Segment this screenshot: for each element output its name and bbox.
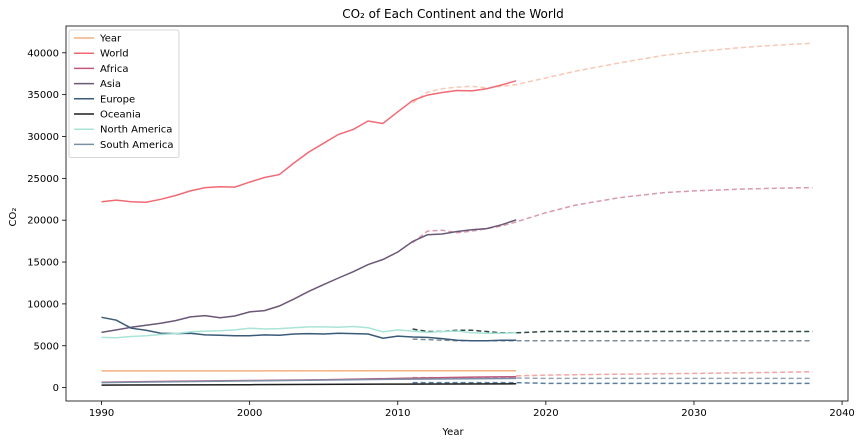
legend-label-europe: Europe <box>100 94 135 105</box>
plot-frame <box>65 25 849 402</box>
forecast-line <box>412 338 813 342</box>
plot-series <box>101 42 813 386</box>
y-tick-label: 25000 <box>27 174 59 185</box>
y-axis: 0 5000 10000 15000 20000 25000 30000 35000 40000 <box>27 48 66 394</box>
series-line-world <box>101 80 517 203</box>
legend-label-asia: Asia <box>100 79 121 90</box>
forecast-line <box>412 42 813 104</box>
forecast-line <box>412 186 813 244</box>
y-tick-label: 20000 <box>27 216 59 227</box>
legend-label-africa: Africa <box>100 64 129 75</box>
series-line-oceania <box>101 383 517 386</box>
x-axis: 1990 2000 2010 2020 2030 2040 <box>89 401 855 419</box>
x-tick-label: 2030 <box>681 408 706 419</box>
y-tick-label: 5000 <box>34 341 59 352</box>
legend-label-south-america: South America <box>100 140 174 151</box>
y-axis-label: CO₂ <box>8 208 19 227</box>
x-tick-label: 2020 <box>533 408 558 419</box>
x-tick-label: 2010 <box>385 408 410 419</box>
legend: Year World Africa Asia Europe Oceania North Am… <box>68 29 180 158</box>
series-line-asia <box>101 219 517 334</box>
x-axis-label: Year <box>441 427 464 438</box>
forecast-line <box>412 376 813 380</box>
y-tick-label: 10000 <box>27 299 59 310</box>
legend-label-north-america: North America <box>100 125 172 136</box>
x-tick-label: 2000 <box>237 408 262 419</box>
forecast-line <box>412 381 813 385</box>
forecast-line <box>516 370 813 377</box>
y-tick-label: 0 <box>53 383 59 394</box>
legend-label-oceania: Oceania <box>100 110 141 121</box>
x-tick-label: 1990 <box>89 408 114 419</box>
y-tick-label: 30000 <box>27 132 59 143</box>
legend-label-world: World <box>100 49 129 60</box>
legend-label-year: Year <box>99 34 122 45</box>
x-tick-label: 2040 <box>829 408 854 419</box>
series-line-europe <box>101 316 517 342</box>
series-line-south-america <box>101 377 517 384</box>
y-tick-label: 40000 <box>27 48 59 59</box>
legend-box <box>68 29 180 158</box>
y-tick-label: 35000 <box>27 90 59 101</box>
y-tick-label: 15000 <box>27 258 59 269</box>
series-line-north-america <box>101 325 517 339</box>
chart-title: CO₂ of Each Continent and the World <box>342 7 564 21</box>
